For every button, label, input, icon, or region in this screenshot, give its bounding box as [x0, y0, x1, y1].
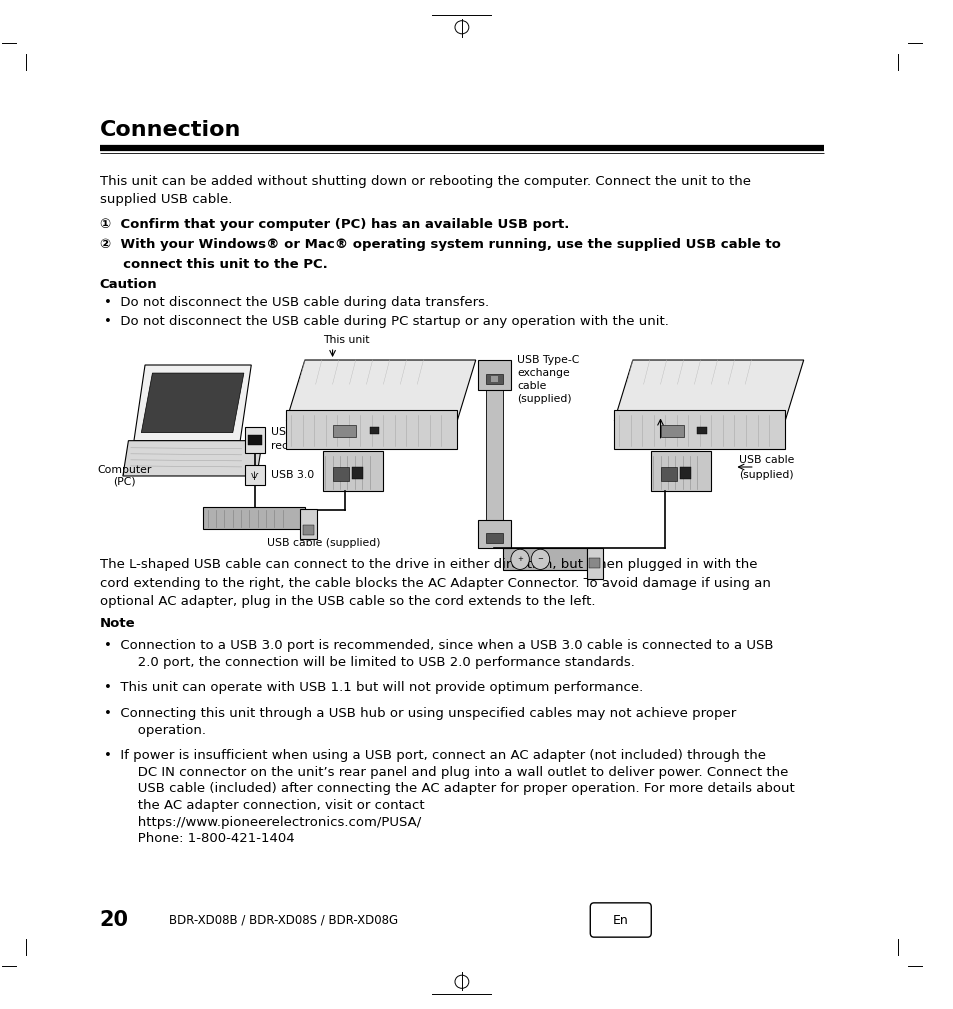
Text: •  If power is insufficient when using a USB port, connect an AC adapter (not in: • If power is insufficient when using a …: [104, 749, 765, 762]
Text: Caution: Caution: [100, 278, 157, 291]
Bar: [679, 467, 690, 479]
Text: The L-shaped USB cable can connect to the drive in either direction, but when pl: The L-shaped USB cable can connect to th…: [100, 558, 770, 608]
Bar: [659, 425, 683, 437]
Bar: [477, 360, 511, 390]
Text: Connection: Connection: [100, 120, 241, 140]
Polygon shape: [141, 373, 244, 433]
FancyBboxPatch shape: [590, 903, 651, 937]
Text: the AC adapter connection, visit or contact: the AC adapter connection, visit or cont…: [125, 799, 424, 812]
Bar: [485, 533, 502, 543]
Text: DC IN connector on the unit’s rear panel and plug into a wall outlet to deliver : DC IN connector on the unit’s rear panel…: [125, 766, 787, 779]
Text: ѱ: ѱ: [251, 471, 258, 480]
Text: •  Do not disconnect the USB cable during data transfers.: • Do not disconnect the USB cable during…: [104, 296, 489, 309]
Bar: [333, 467, 349, 481]
Text: 2.0 port, the connection will be limited to USB 2.0 performance standards.: 2.0 port, the connection will be limited…: [125, 656, 634, 669]
Text: −: −: [537, 556, 543, 562]
Circle shape: [531, 549, 549, 569]
Bar: [245, 427, 265, 453]
Text: operation.: operation.: [125, 724, 206, 738]
Bar: [369, 427, 378, 434]
Polygon shape: [286, 360, 476, 421]
Bar: [477, 520, 511, 548]
Text: Computer: Computer: [97, 465, 152, 475]
Bar: [651, 451, 711, 491]
Text: ↓: ↓: [252, 436, 258, 445]
Bar: [490, 376, 497, 382]
Bar: [286, 411, 456, 449]
Text: exchange: exchange: [517, 368, 570, 378]
Bar: [586, 548, 602, 578]
Text: •  This unit can operate with USB 1.1 but will not provide optimum performance.: • This unit can operate with USB 1.1 but…: [104, 681, 643, 694]
Text: 20: 20: [100, 910, 129, 930]
Bar: [248, 435, 262, 445]
Text: This unit: This unit: [323, 335, 370, 345]
Bar: [245, 465, 265, 485]
Bar: [333, 425, 355, 437]
Text: USB cable: USB cable: [739, 455, 794, 465]
Circle shape: [511, 549, 529, 569]
Text: BDR-XD08B / BDR-XD08S / BDR-XD08G: BDR-XD08B / BDR-XD08S / BDR-XD08G: [169, 913, 397, 926]
Bar: [659, 467, 677, 481]
Bar: [614, 411, 784, 449]
Bar: [697, 427, 706, 434]
Bar: [589, 558, 599, 568]
Bar: [203, 507, 305, 529]
Text: (supplied): (supplied): [517, 395, 572, 405]
Text: recommended: recommended: [271, 441, 350, 451]
Text: •  Do not disconnect the USB cable during PC startup or any operation with the u: • Do not disconnect the USB cable during…: [104, 315, 669, 328]
Text: Phone: 1-800-421-1404: Phone: 1-800-421-1404: [125, 832, 294, 846]
Text: (supplied): (supplied): [739, 470, 793, 480]
Polygon shape: [614, 360, 802, 421]
Text: USB cable (supplied): USB cable (supplied): [266, 538, 379, 548]
Text: USB 3.0: USB 3.0: [271, 470, 314, 480]
Text: cable: cable: [517, 381, 546, 391]
Text: USB 3.0 port: USB 3.0 port: [271, 427, 339, 437]
Text: This unit can be added without shutting down or rebooting the computer. Connect : This unit can be added without shutting …: [100, 175, 750, 207]
Bar: [323, 451, 383, 491]
Bar: [485, 374, 502, 384]
Polygon shape: [123, 441, 262, 476]
Text: Note: Note: [100, 616, 135, 630]
Text: •  Connection to a USB 3.0 port is recommended, since when a USB 3.0 cable is co: • Connection to a USB 3.0 port is recomm…: [104, 639, 773, 652]
Text: En: En: [612, 913, 628, 926]
Bar: [503, 548, 586, 570]
Text: USB cable (included) after connecting the AC adapter for proper operation. For m: USB cable (included) after connecting th…: [125, 782, 794, 795]
Text: ②  With your Windows® or Mac® operating system running, use the supplied USB cab: ② With your Windows® or Mac® operating s…: [100, 238, 780, 251]
Text: USB Type-C: USB Type-C: [517, 355, 579, 365]
Polygon shape: [133, 365, 251, 441]
Bar: [300, 509, 316, 539]
Text: connect this unit to the PC.: connect this unit to the PC.: [100, 258, 327, 271]
Text: •  Connecting this unit through a USB hub or using unspecified cables may not ac: • Connecting this unit through a USB hub…: [104, 707, 736, 720]
Text: (PC): (PC): [113, 477, 136, 487]
Text: ①  Confirm that your computer (PC) has an available USB port.: ① Confirm that your computer (PC) has an…: [100, 218, 569, 231]
Bar: [485, 390, 502, 520]
Bar: [303, 525, 314, 535]
Text: +: +: [517, 556, 522, 562]
Text: https://www.pioneerelectronics.com/PUSA/: https://www.pioneerelectronics.com/PUSA/: [125, 815, 420, 828]
Bar: [352, 467, 363, 479]
